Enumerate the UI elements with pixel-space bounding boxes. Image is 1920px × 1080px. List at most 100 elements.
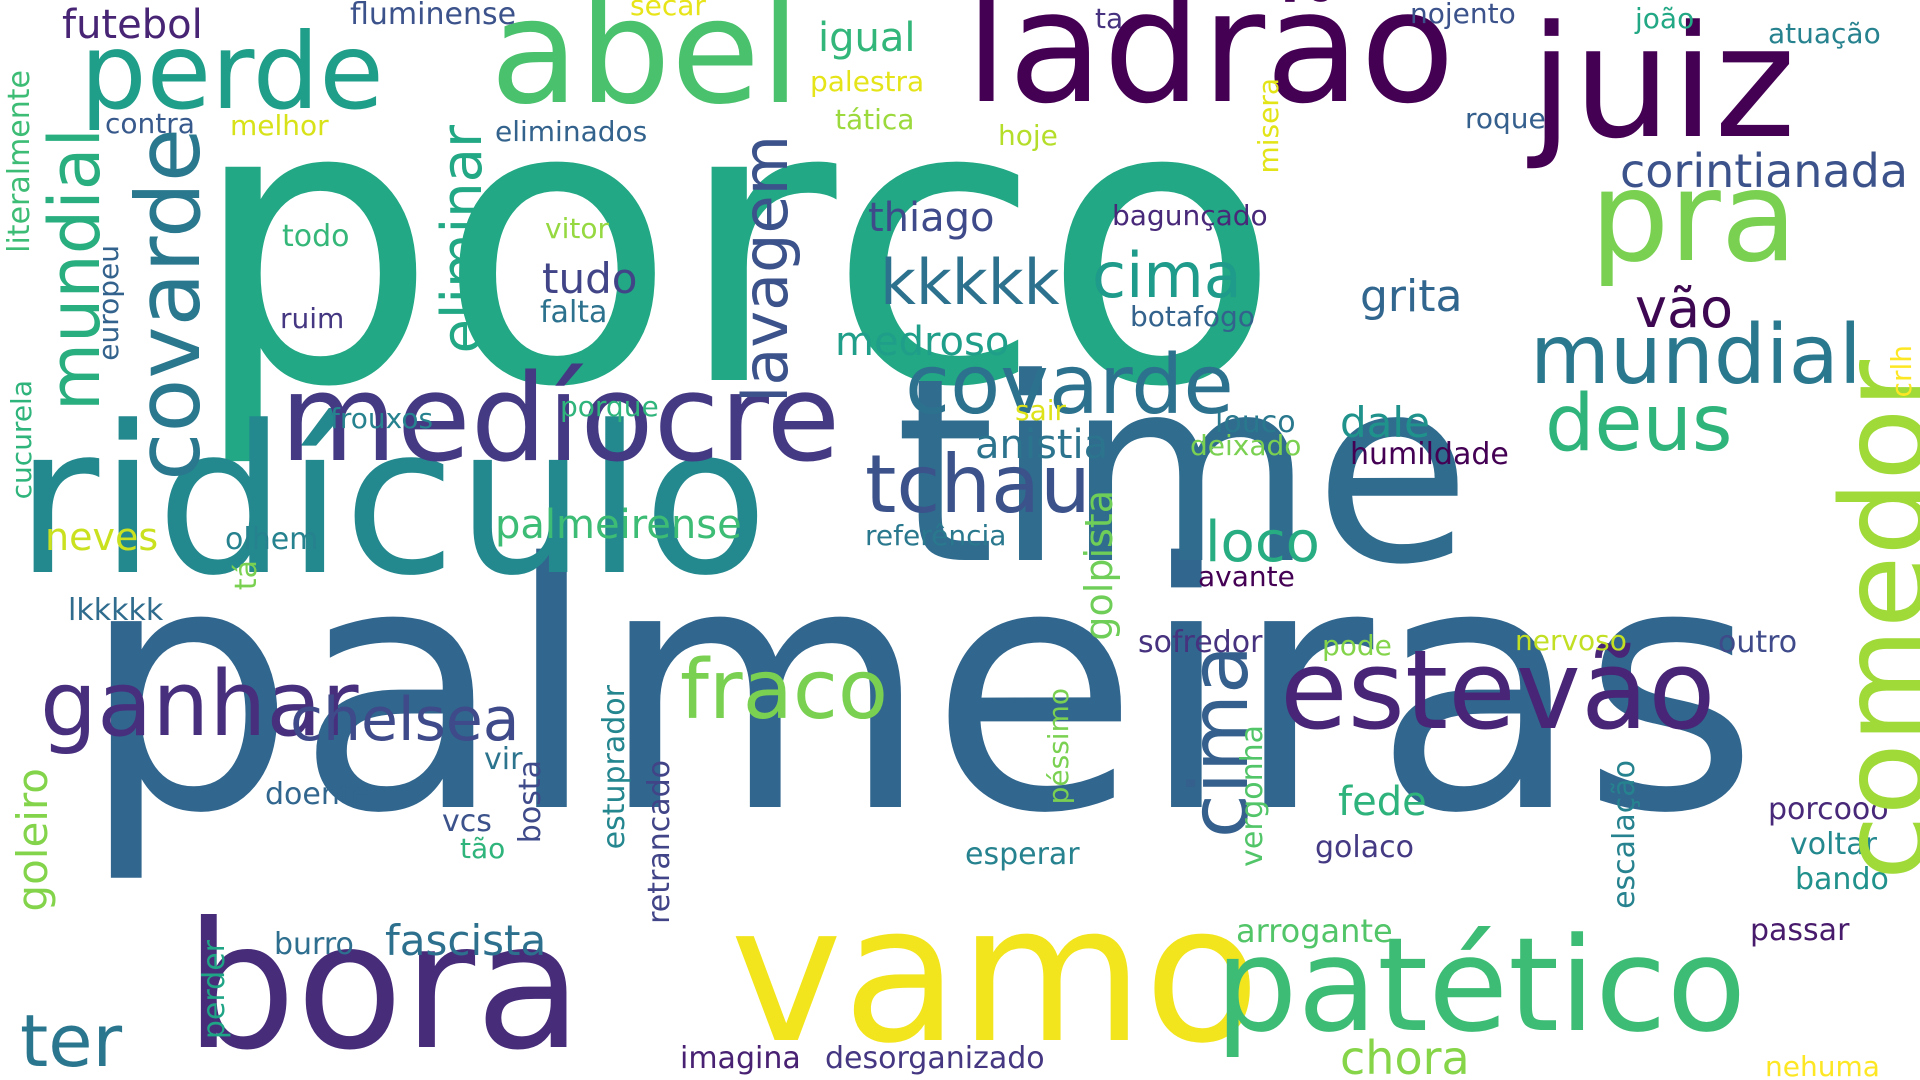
word-bando: bando <box>1795 862 1889 897</box>
word-cucurela: cucurela <box>5 380 38 500</box>
word-falta: falta <box>540 295 608 330</box>
word-porco: porco <box>190 18 1281 472</box>
word-dale: dale <box>1340 398 1430 447</box>
word-abel: abel <box>490 0 801 137</box>
word-atuacao: atuação <box>1768 17 1881 50</box>
word-humildade: humildade <box>1350 437 1509 472</box>
word-vcs: vcs <box>442 804 492 839</box>
word-covarde: covarde <box>117 128 220 481</box>
word-ta-accent: tá <box>229 560 264 591</box>
word-eliminar: eliminar <box>430 125 495 354</box>
word-deus: tchau <box>865 438 1091 531</box>
word-pessimo: péssimo <box>1042 688 1075 805</box>
word-nervoso: nervoso <box>1515 624 1627 657</box>
word-europeu: europeu <box>92 245 125 361</box>
word-joao: joão <box>1635 2 1695 35</box>
word-secar: secar <box>630 0 706 22</box>
word-perde: perde <box>80 11 384 133</box>
word-palmeirense: palmeirense <box>495 502 742 548</box>
word-lavagem: lavagem <box>729 135 802 403</box>
word-fede: fede <box>1338 779 1427 825</box>
word-doente: doente <box>265 777 371 812</box>
word-sair: sair <box>1015 394 1067 427</box>
word-olhem: olhem <box>225 522 319 557</box>
word-eliminados: eliminados <box>495 115 648 148</box>
word-juiz: juiz <box>1530 0 1796 173</box>
word-palmeiras: palmeiras <box>80 492 1759 888</box>
word-futebol: futebol <box>62 2 203 48</box>
word-arrogante: arrogante <box>1236 912 1393 950</box>
word-estevao: estevão <box>1280 626 1716 754</box>
word-vamo: vamo <box>730 864 1261 1080</box>
word-todo: todo <box>282 219 350 254</box>
word-tao: tão <box>460 832 506 865</box>
word-neves: neves <box>45 515 159 559</box>
word-sofredor: sofredor <box>1138 625 1263 660</box>
word-baguncado: bagunçado <box>1112 199 1268 232</box>
word-ladrao: ladrão <box>965 0 1455 138</box>
word-golpista: golpista <box>1077 490 1121 641</box>
word-grita: cima <box>1092 239 1242 312</box>
word-loco: kkkkk <box>880 246 1060 319</box>
word-referencia: referência <box>865 519 1007 552</box>
word-voltar: voltar <box>1790 827 1877 862</box>
word-estuprador: estuprador <box>597 685 632 850</box>
word-vergonha: vergonha <box>1235 725 1270 867</box>
word-outro: outro <box>1718 625 1798 660</box>
word-deixado: deixado <box>1190 429 1302 462</box>
word-retrancado: retrancado <box>642 760 677 924</box>
word-esperar: esperar <box>965 837 1080 872</box>
word-crlh: crlh <box>1885 345 1918 398</box>
word-fluminense: fluminense <box>350 0 517 32</box>
word-nojento: nojento <box>1410 0 1516 30</box>
word-vai: loco <box>1205 510 1320 575</box>
word-melhor: melhor <box>230 109 329 142</box>
word-literalmente: literalmente <box>2 70 37 253</box>
word-golaco: golaco <box>1315 830 1414 865</box>
word-imagina: imagina <box>680 1041 801 1076</box>
word-ter: covarde <box>905 338 1234 433</box>
word-bosta: bosta <box>513 760 548 844</box>
word-kkk: grita <box>1360 271 1463 322</box>
word-nehuma: nehuma <box>1765 1050 1880 1080</box>
word-porque: porque <box>560 390 659 423</box>
word-contra: contra <box>105 107 195 140</box>
word-tatica: tática <box>835 103 915 136</box>
word-porcooo: porcooo <box>1768 792 1889 827</box>
word-vitor: vitor <box>545 212 609 245</box>
word-frouxos: frouxos <box>330 402 434 435</box>
word-igual: igual <box>818 15 916 61</box>
word-time: time <box>895 324 1472 621</box>
word-ruim: ruim <box>280 302 345 335</box>
word-mediocre: medíocre <box>280 350 841 489</box>
word-patetico: patético <box>1215 909 1747 1061</box>
word-fascista: fascista <box>385 916 547 965</box>
word-chelsea: fraco <box>680 643 889 738</box>
word-ridiculo: ridículo <box>15 383 769 621</box>
word-avante: avante <box>1198 560 1295 593</box>
word-passar: passar <box>1750 913 1850 948</box>
word-bora: bora <box>185 886 583 1080</box>
word-lkkkkk: lkkkkk <box>68 593 164 628</box>
word-comedor: vão <box>1635 277 1734 340</box>
word-thiago: thiago <box>868 195 995 241</box>
word-escalacao: escalação <box>1607 760 1642 909</box>
word-burro: burro <box>274 927 354 962</box>
word-vao: ter <box>20 999 123 1080</box>
word-hoje: hoje <box>998 119 1058 152</box>
word-miseravel: corintianada <box>1620 144 1909 198</box>
word-medroso: medroso <box>835 319 1010 365</box>
word-vir: vir <box>484 742 523 777</box>
word-roque: roque <box>1465 102 1546 135</box>
word-ta: ta <box>1095 2 1124 35</box>
word-pra: pra <box>1590 145 1798 290</box>
word-ganhar: comedor <box>1815 360 1920 881</box>
word-anistia: anistia <box>975 422 1109 468</box>
word-perder: perder <box>197 940 232 1040</box>
word-kkkkk: deus <box>1545 379 1733 469</box>
word-louco: louco <box>1215 405 1296 440</box>
word-pode: pode <box>1322 629 1392 662</box>
word-palestra: palestra <box>810 65 925 98</box>
word-tchau: chelsea <box>290 685 520 755</box>
word-desorganizado: desorganizado <box>825 1041 1045 1076</box>
